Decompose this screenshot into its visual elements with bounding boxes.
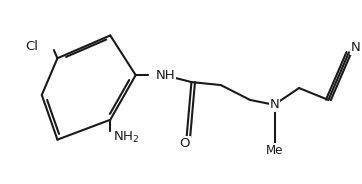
Text: NH$_2$: NH$_2$ (113, 130, 139, 145)
Text: Cl: Cl (25, 40, 38, 53)
Text: N: N (270, 98, 279, 111)
Text: Me: Me (266, 144, 283, 157)
Text: N: N (351, 41, 361, 54)
Text: O: O (180, 137, 190, 150)
Text: NH: NH (156, 69, 175, 82)
